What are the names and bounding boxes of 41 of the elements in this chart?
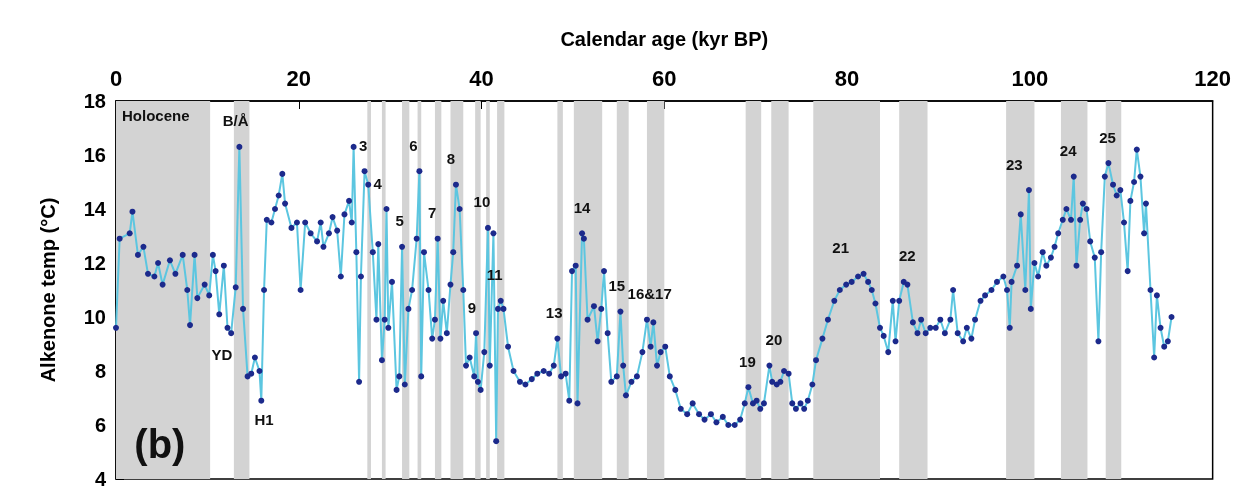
band-label: 19 (739, 352, 756, 370)
band-label: 9 (467, 298, 477, 316)
x-tick-label: 20 (286, 65, 312, 91)
y-tick-label: 8 (94, 360, 106, 382)
x-tick-label: 100 (1011, 65, 1049, 91)
x-tick-label: 80 (834, 65, 860, 91)
band-label: 3 (358, 136, 368, 154)
band-label: B/Å (222, 112, 249, 130)
band-label: 24 (1059, 142, 1078, 160)
band-label: 8 (446, 150, 456, 168)
band-label: 4 (373, 174, 383, 192)
band-label: 13 (545, 304, 563, 322)
x-tick-label: 0 (109, 65, 123, 91)
annotation: (b) (134, 421, 186, 466)
x-tick-label: 60 (652, 65, 677, 91)
y-axis-title: Alkenone temp (°C) (37, 197, 59, 383)
band-label: 25 (1099, 128, 1116, 146)
band-label: 15 (608, 277, 626, 295)
y-tick-label: 6 (94, 414, 106, 436)
band-label: 22 (899, 247, 916, 265)
band-label: 21 (832, 239, 849, 257)
y-tick-label: 14 (83, 198, 107, 220)
annotation: YD (211, 346, 233, 364)
y-tick-label: 18 (83, 90, 106, 112)
band-label: 16&17 (627, 285, 672, 303)
x-tick-label: 120 (1194, 65, 1232, 91)
annotation: H1 (254, 411, 274, 429)
band-label: 5 (395, 212, 404, 230)
y-tick-label: 16 (83, 144, 106, 166)
y-tick-label: 4 (94, 468, 107, 490)
band-label: 14 (573, 198, 592, 216)
band-label: 7 (427, 204, 437, 222)
band-label: 23 (1005, 155, 1023, 173)
y-tick-label: 10 (83, 306, 106, 328)
band-label: Holocene (122, 106, 190, 124)
x-tick-label: 40 (469, 65, 494, 91)
band-label: 20 (765, 331, 783, 349)
band-label: 10 (473, 193, 491, 211)
band-label: 6 (409, 136, 418, 154)
x-axis-title: Calendar age (kyr BP) (560, 28, 769, 50)
y-tick-label: 12 (83, 252, 106, 274)
